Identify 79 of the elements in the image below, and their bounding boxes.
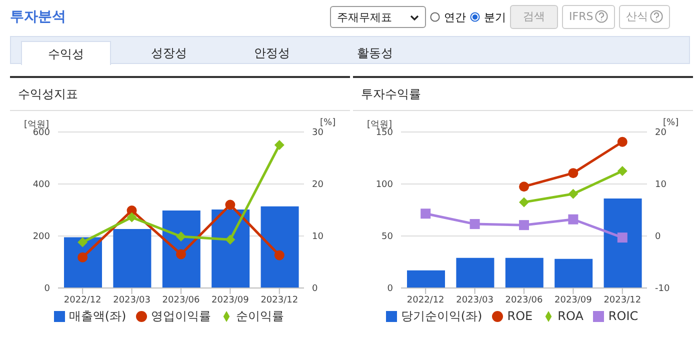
x-tick-label: 2023/03 xyxy=(113,295,150,306)
y-tick-label: 0 xyxy=(387,284,394,294)
y2-tick-label: -10 xyxy=(655,284,670,294)
point xyxy=(617,232,628,243)
text: IFRS xyxy=(562,5,616,29)
point xyxy=(519,220,529,230)
y2-tick-label: 30 xyxy=(312,128,324,138)
y2-tick-label: 0 xyxy=(312,284,318,294)
text: 안정성 xyxy=(253,45,291,62)
y-tick-label: 400 xyxy=(32,180,50,190)
bar xyxy=(456,258,494,288)
text: 검색 xyxy=(510,5,558,29)
bar xyxy=(407,270,445,288)
text: 연간 xyxy=(444,10,466,24)
point xyxy=(519,182,529,192)
x-tick-label: 2022/12 xyxy=(406,295,444,306)
x-tick-label: 2023/09 xyxy=(212,295,250,306)
point xyxy=(617,166,628,176)
y-tick-label: 0 xyxy=(44,284,50,294)
bar xyxy=(162,210,200,288)
point xyxy=(470,219,480,230)
point xyxy=(274,140,284,150)
y-axis-title: [억원] xyxy=(367,119,392,130)
bar xyxy=(260,206,299,288)
legend-label: ROE xyxy=(507,309,533,323)
y2-tick-label: 10 xyxy=(655,180,667,190)
chart-title: 수익성지표 xyxy=(10,76,350,111)
x-tick-label: 2022/12 xyxy=(64,295,102,306)
legend-label: 순이익률 xyxy=(236,309,284,323)
bar xyxy=(604,198,642,288)
bar xyxy=(554,258,593,288)
y2-tick-label: 0 xyxy=(655,232,661,242)
text: 수익성 xyxy=(21,41,111,65)
y-tick-label: 100 xyxy=(376,180,394,190)
x-tick-label: 2023/09 xyxy=(554,295,592,306)
point xyxy=(274,250,284,260)
x-tick-label: 2023/06 xyxy=(162,295,200,306)
y2-tick-label: 20 xyxy=(655,128,667,138)
legend-label: 매출액(좌) xyxy=(68,309,126,323)
legend-label: 당기순이익(좌) xyxy=(400,309,482,323)
point xyxy=(420,208,431,219)
point xyxy=(568,188,578,199)
text: 투자분석 xyxy=(10,8,66,26)
text: 산식 xyxy=(619,5,670,29)
y2-tick-label: 20 xyxy=(312,180,324,190)
y2-tick-label: 10 xyxy=(312,232,324,242)
point xyxy=(568,214,578,224)
text: 분기 xyxy=(484,10,506,24)
text: 활동성 xyxy=(356,45,394,62)
point xyxy=(568,168,578,178)
y-tick-label: 150 xyxy=(376,128,394,138)
x-tick-label: 2023/12 xyxy=(260,295,298,306)
y2-axis-title: [%] xyxy=(320,118,336,128)
legend-label: ROA xyxy=(558,309,584,323)
x-tick-label: 2023/06 xyxy=(505,295,543,306)
y-tick-label: 50 xyxy=(382,232,394,242)
x-tick-label: 2023/12 xyxy=(604,295,642,306)
point xyxy=(126,212,137,222)
legend-label: ROIC xyxy=(608,309,638,323)
y-tick-label: 200 xyxy=(32,232,50,242)
legend-label: 영업이익률 xyxy=(151,309,212,323)
text: 주재무제표 xyxy=(330,6,426,28)
bar xyxy=(505,258,544,288)
y-axis-title: [억원] xyxy=(24,119,50,130)
point xyxy=(78,237,88,248)
x-tick-label: 2023/03 xyxy=(456,295,494,306)
bar xyxy=(212,209,250,288)
y-tick-label: 600 xyxy=(32,128,50,138)
point xyxy=(617,136,628,147)
point xyxy=(176,232,186,242)
point xyxy=(519,197,529,208)
y2-axis-title: [%] xyxy=(663,118,679,128)
point xyxy=(225,200,236,210)
bar xyxy=(113,228,152,288)
point xyxy=(176,249,186,260)
text: 성장성 xyxy=(150,45,188,62)
point xyxy=(225,234,236,245)
chart-title: 투자수익률 xyxy=(353,76,693,111)
point xyxy=(78,252,88,262)
